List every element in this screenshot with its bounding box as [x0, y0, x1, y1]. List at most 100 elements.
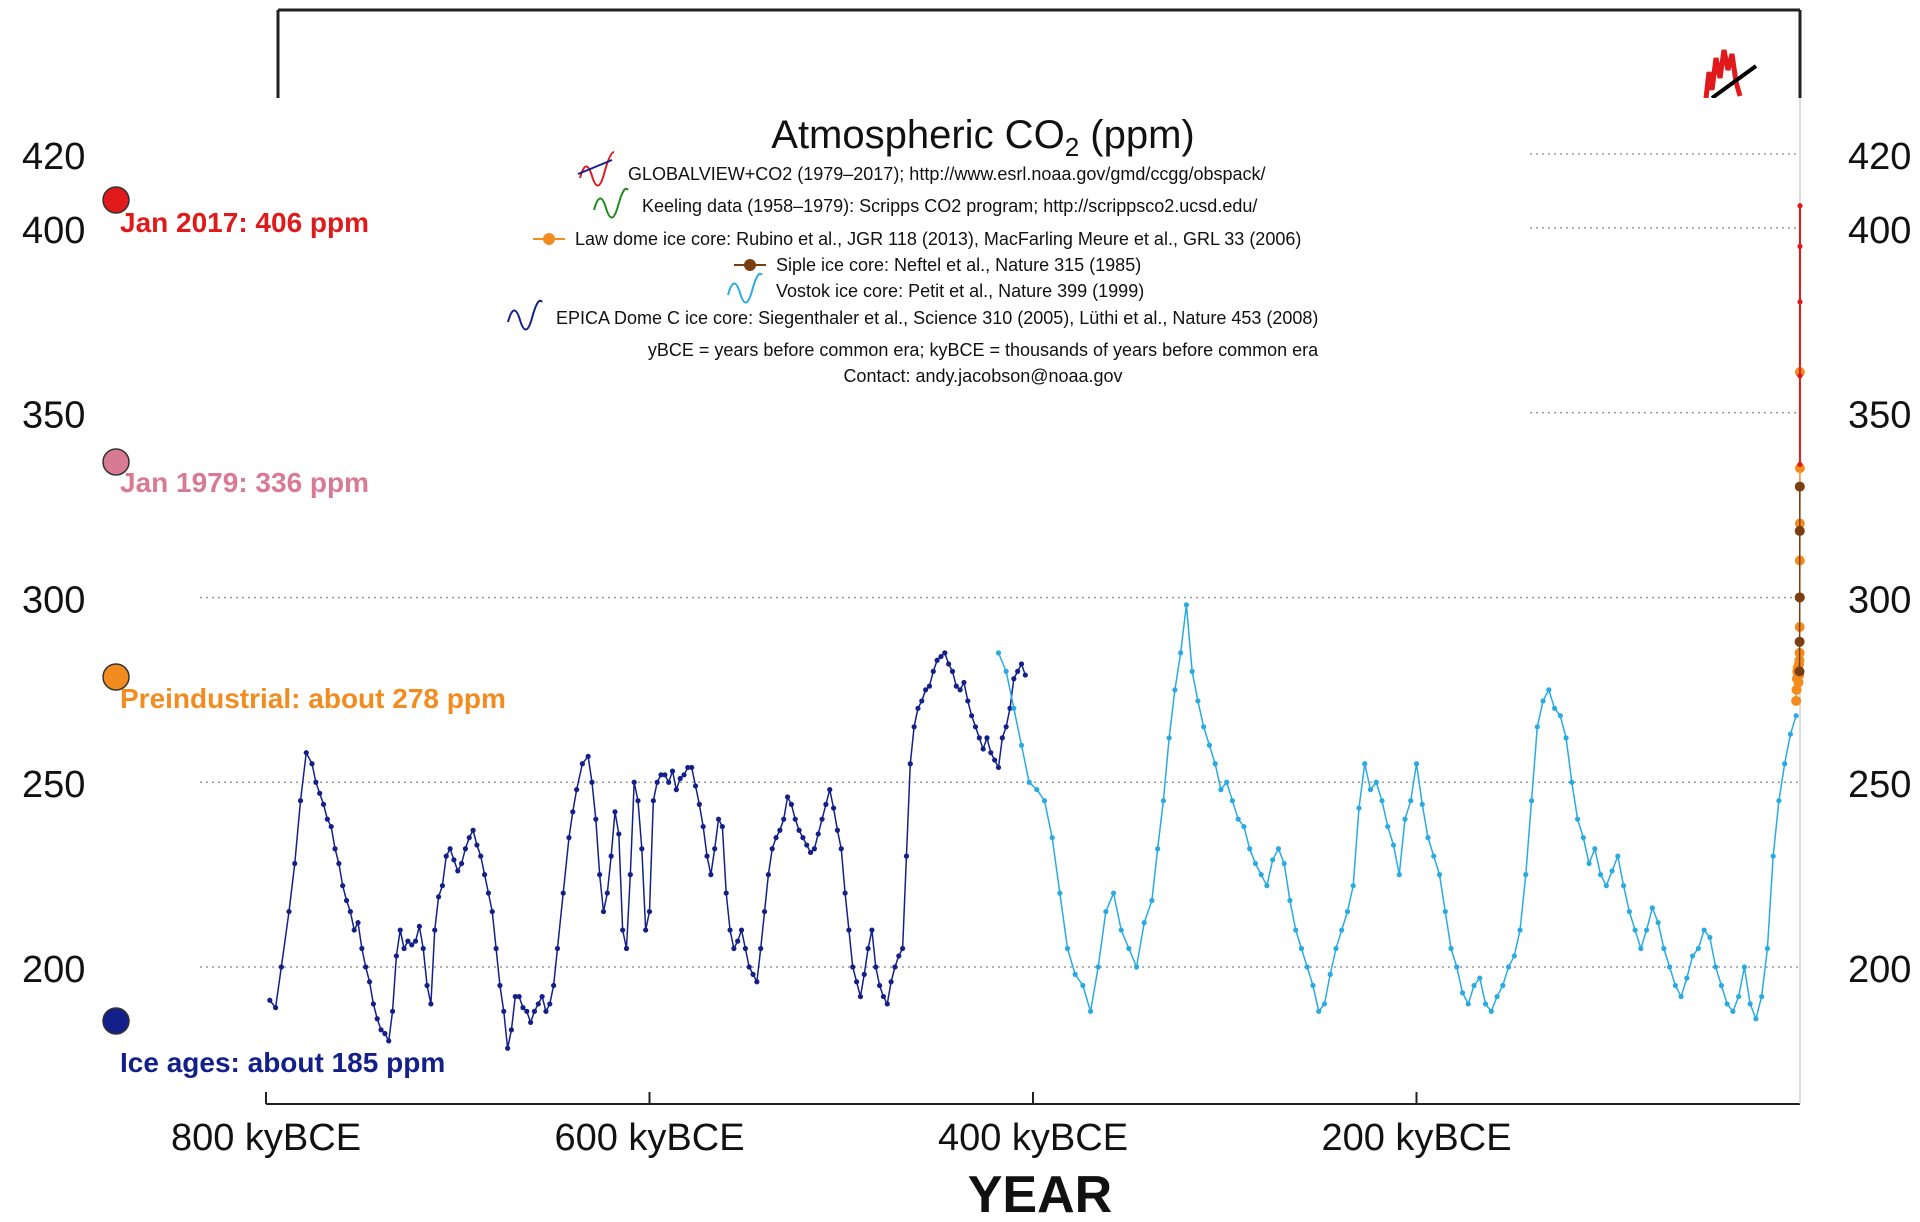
data-point: [1644, 927, 1650, 933]
data-point: [1247, 846, 1253, 852]
data-point: [397, 927, 403, 933]
x-tick-label: 400 kyBCE: [938, 1117, 1128, 1159]
data-point: [451, 857, 457, 863]
data-point: [416, 923, 422, 929]
data-point: [900, 945, 906, 952]
data-point: [1189, 668, 1195, 674]
data-point: [1787, 731, 1794, 737]
data-point: [370, 1001, 376, 1007]
data-point: [834, 827, 841, 833]
data-point: [957, 687, 963, 693]
data-point: [1500, 982, 1506, 989]
y-tick-label-left: 300: [22, 579, 85, 621]
data-point: [938, 653, 944, 660]
data-point: [1632, 927, 1638, 933]
data-point: [574, 787, 580, 793]
data-point: [1333, 945, 1339, 952]
data-point: [432, 927, 438, 933]
data-point: [727, 927, 733, 933]
data-point: [324, 816, 330, 822]
data-point: [1166, 735, 1172, 741]
data-point: [620, 927, 626, 933]
data-point: [815, 831, 821, 837]
data-point: [1713, 964, 1719, 970]
data-point: [850, 964, 856, 970]
data-point: [627, 872, 633, 878]
annotation-dot: [102, 448, 130, 476]
data-point: [531, 1008, 538, 1014]
y-tick-label-right: 400: [1848, 210, 1911, 252]
data-point: [1580, 835, 1586, 841]
data-point: [988, 750, 994, 756]
data-point: [600, 908, 607, 915]
data-point: [1229, 798, 1236, 804]
data-point: [1684, 975, 1690, 981]
annotation-label: Jan 2017: 406 ppm: [120, 207, 369, 238]
data-point: [1797, 243, 1803, 249]
data-point: [919, 698, 925, 704]
data-point: [1258, 872, 1264, 878]
data-point: [1730, 1008, 1736, 1014]
data-point: [1133, 964, 1140, 970]
data-point: [1110, 890, 1117, 896]
data-point: [992, 757, 998, 763]
data-point: [1724, 1001, 1730, 1007]
data-point: [754, 979, 760, 985]
top-panel-red-trace: [1703, 49, 1743, 99]
data-point: [1160, 798, 1166, 804]
data-point: [880, 993, 887, 1000]
data-point: [1638, 945, 1644, 952]
data-point: [1793, 677, 1804, 688]
data-point: [409, 942, 415, 948]
data-point: [965, 698, 971, 704]
data-point: [505, 1045, 511, 1051]
annotation-dot: [102, 186, 130, 214]
data-point: [1782, 761, 1788, 767]
data-point: [861, 971, 867, 977]
data-point: [1701, 927, 1707, 933]
data-point: [566, 835, 572, 841]
data-point: [1776, 798, 1782, 804]
data-point: [1707, 934, 1713, 941]
legend-note: Contact: andy.jacobson@noaa.gov: [843, 366, 1122, 386]
data-point: [286, 908, 292, 915]
data-point: [462, 846, 469, 852]
data-point: [1609, 868, 1615, 874]
data-point: [1569, 779, 1575, 785]
data-point: [589, 779, 595, 785]
data-point: [1018, 661, 1025, 667]
data-point: [1517, 927, 1523, 933]
data-point: [1373, 779, 1379, 785]
data-point: [616, 831, 622, 837]
data-point: [474, 842, 480, 848]
data-point: [1287, 897, 1293, 904]
data-point: [1759, 993, 1765, 1000]
data-point: [1252, 860, 1259, 867]
data-point: [1482, 1001, 1489, 1007]
data-point: [1797, 203, 1803, 209]
data-point: [1511, 953, 1517, 959]
data-point: [1770, 853, 1776, 859]
data-point: [761, 908, 768, 915]
y-tick-label-left: 350: [22, 395, 85, 437]
data-point: [382, 1030, 388, 1037]
data-point: [646, 908, 653, 915]
data-point: [428, 1001, 434, 1007]
annotation-dot: [102, 663, 130, 691]
data-point: [750, 971, 756, 977]
plot-background: [0, 98, 1920, 1222]
legend-marker: [744, 259, 756, 271]
data-point: [1095, 964, 1101, 970]
data-point: [363, 964, 369, 970]
legend-label: EPICA Dome C ice core: Siegenthaler et a…: [556, 308, 1318, 328]
data-point: [1155, 846, 1161, 852]
data-point: [1350, 883, 1356, 889]
data-point: [1672, 982, 1678, 989]
data-point: [984, 735, 990, 741]
y-tick-label-left: 200: [22, 949, 85, 991]
data-point: [1436, 872, 1443, 878]
data-point: [742, 945, 748, 952]
data-point: [1064, 945, 1071, 952]
data-point: [946, 661, 952, 667]
data-point: [1540, 698, 1546, 704]
